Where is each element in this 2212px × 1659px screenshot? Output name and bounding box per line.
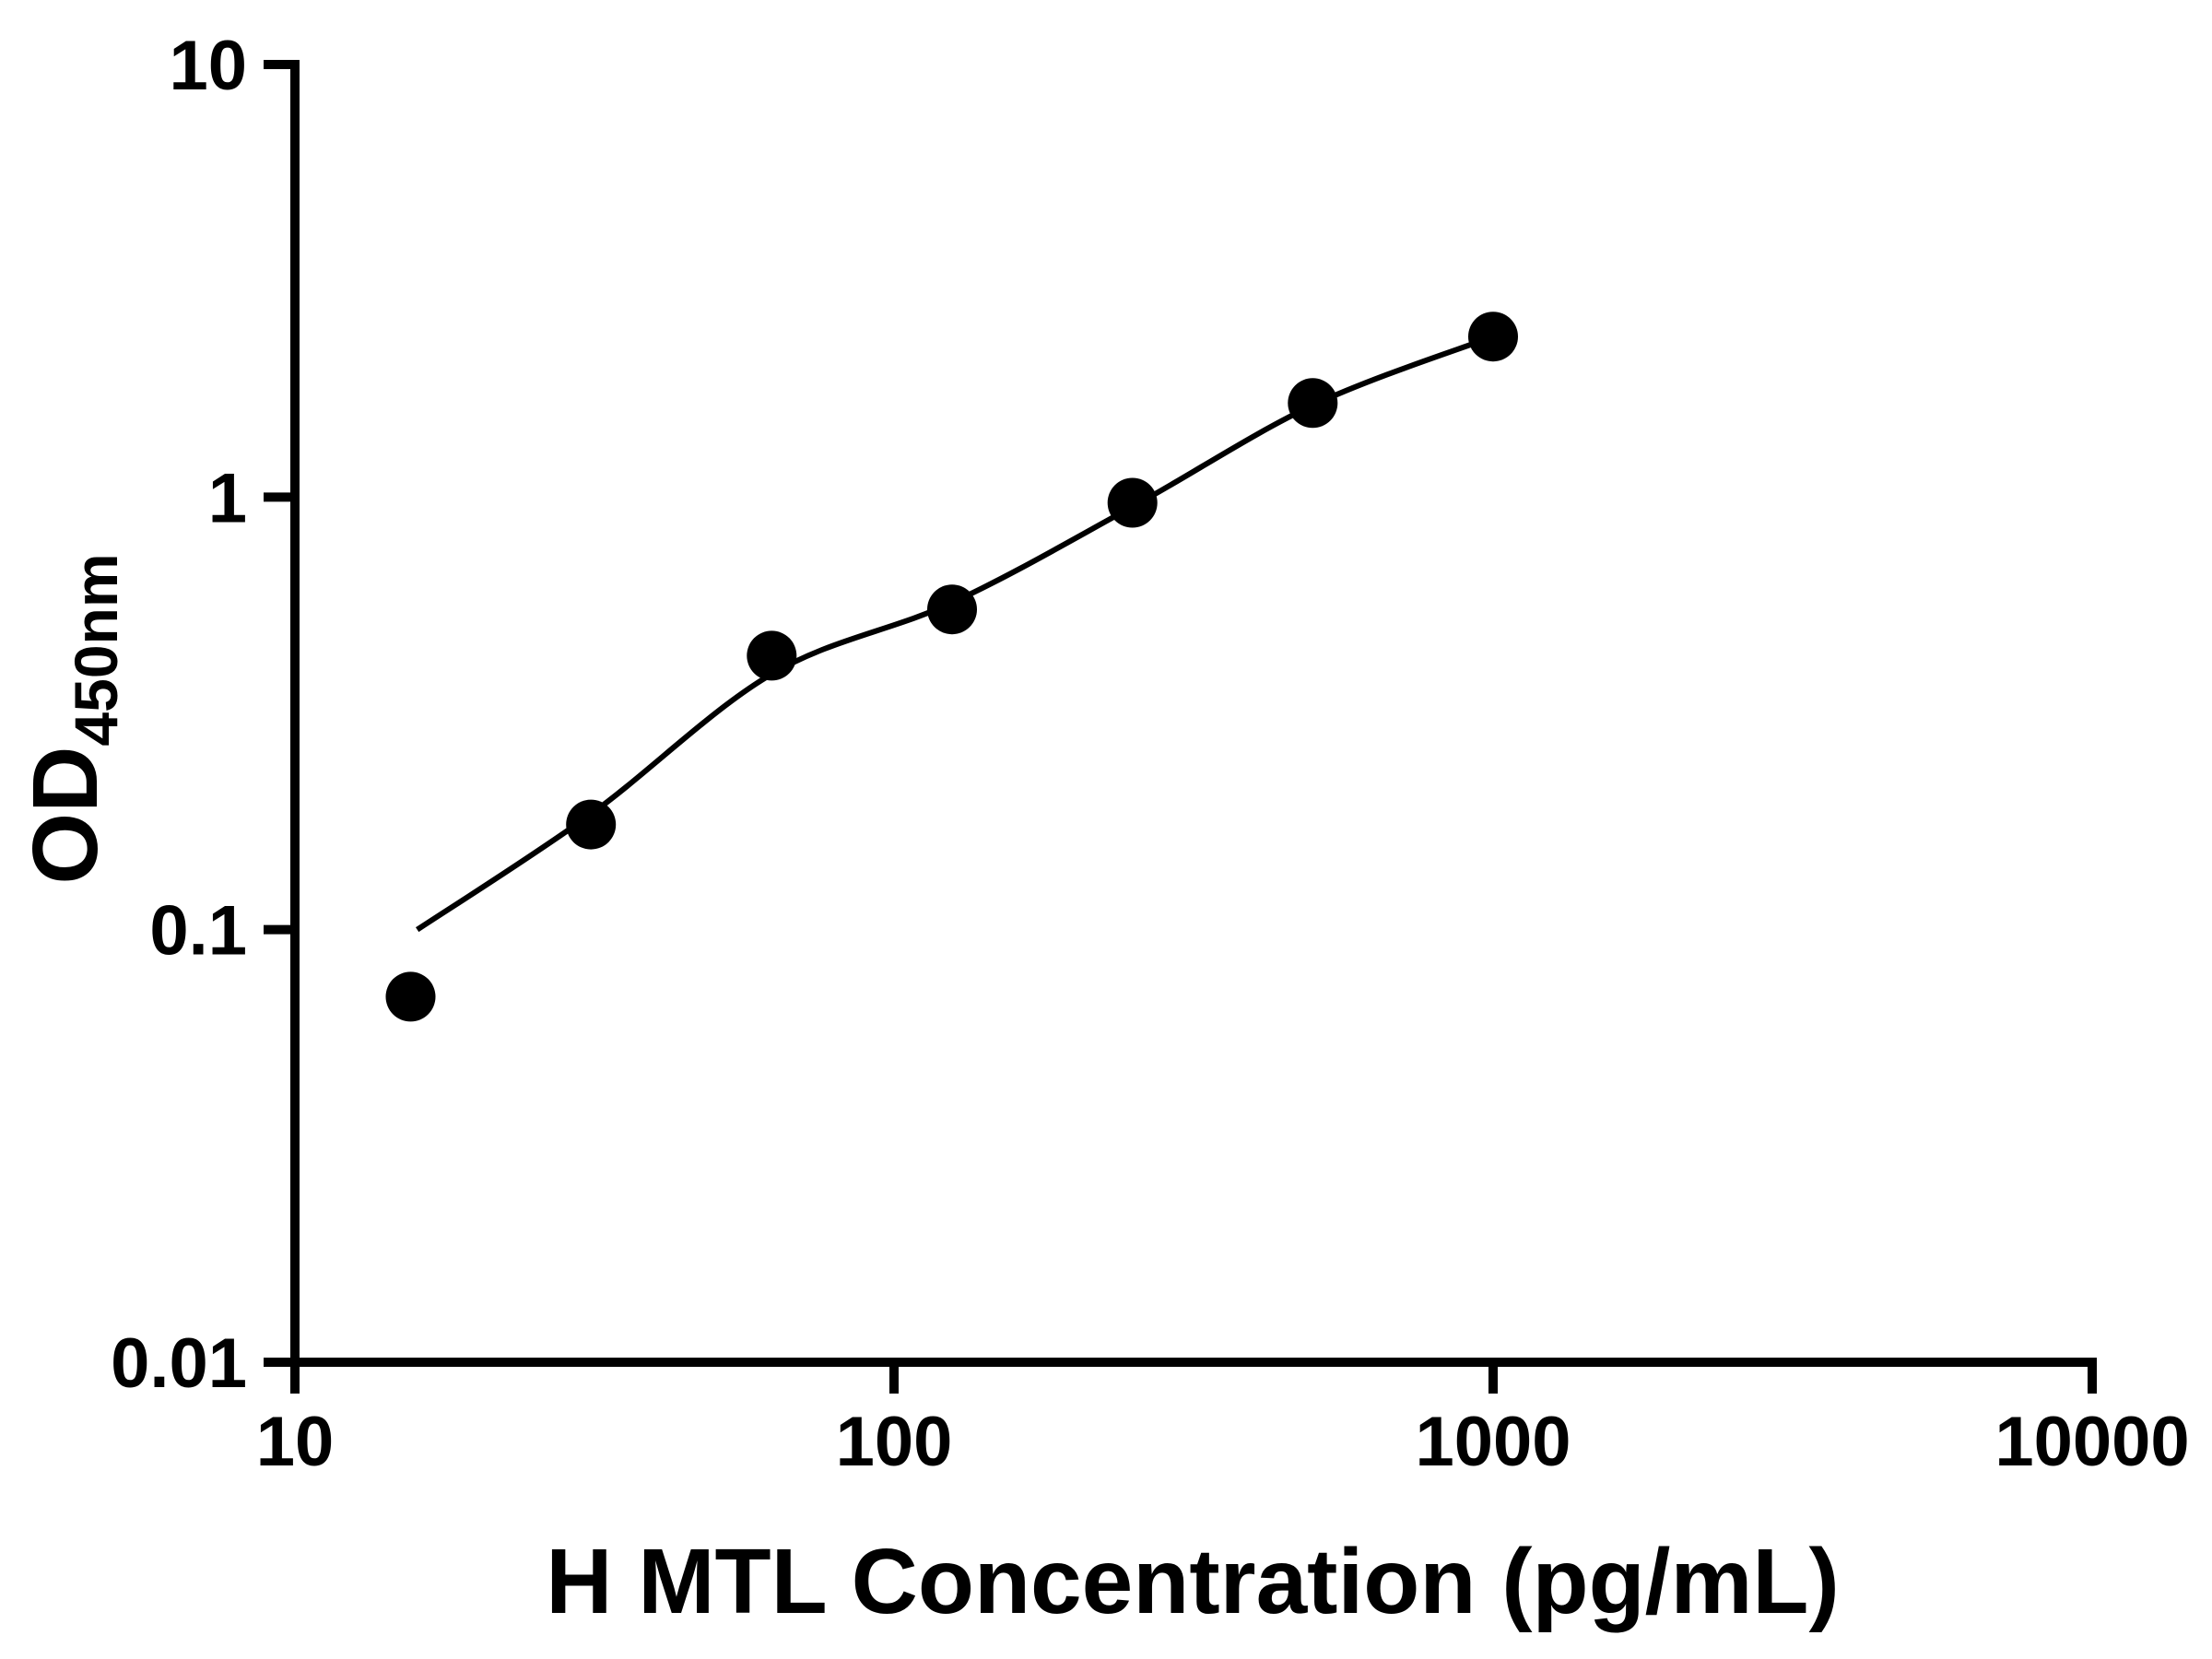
data-point	[566, 799, 617, 850]
y-tick-label: 10	[169, 27, 247, 105]
data-point	[385, 971, 436, 1022]
y-axis-title-base: OD	[14, 747, 117, 885]
y-tick-label: 0.01	[111, 1324, 247, 1403]
axis-spines	[290, 60, 2097, 1367]
y-axis-title-subscript: 450nm	[62, 553, 130, 746]
data-point	[927, 584, 977, 635]
y-tick-label: 0.1	[149, 892, 247, 971]
data-point	[1288, 378, 1338, 429]
y-axis-title: OD450nm	[14, 553, 130, 884]
data-point	[1107, 477, 1158, 528]
x-tick-label: 10	[256, 1403, 335, 1481]
x-tick-label: 10000	[1994, 1403, 2189, 1481]
axes-group: 10 100 1000 10000 0.01 0.1 1 10	[111, 27, 2190, 1481]
data-points-group	[385, 312, 1518, 1022]
data-point	[1468, 312, 1518, 362]
x-tick-label: 100	[836, 1403, 953, 1481]
data-point	[747, 630, 797, 681]
x-tick-label: 1000	[1415, 1403, 1571, 1481]
x-axis-title: H MTL Concentration (pg/mL)	[546, 1530, 1840, 1633]
y-tick-label: 1	[208, 459, 247, 537]
